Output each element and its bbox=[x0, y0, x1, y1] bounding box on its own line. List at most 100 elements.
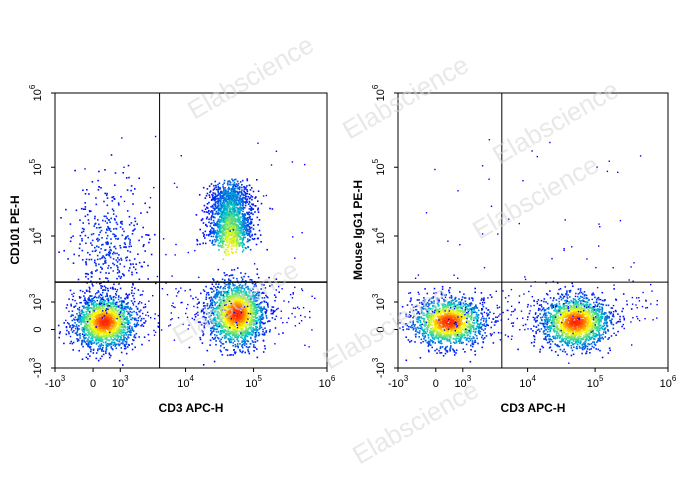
event-dot bbox=[223, 272, 226, 274]
event-dot bbox=[71, 324, 74, 327]
event-dot bbox=[255, 196, 257, 198]
event-dot bbox=[79, 289, 82, 292]
event-dot bbox=[214, 297, 217, 300]
event-dot bbox=[115, 334, 117, 337]
event-dot bbox=[119, 325, 121, 328]
event-dot bbox=[77, 315, 80, 317]
event-dot bbox=[79, 315, 81, 318]
event-dot bbox=[90, 315, 93, 318]
event-dot bbox=[210, 215, 213, 218]
event-dot bbox=[108, 334, 111, 337]
event-dot bbox=[200, 292, 202, 295]
event-dot bbox=[107, 303, 109, 305]
event-dot bbox=[240, 291, 242, 294]
event-dot bbox=[140, 317, 143, 320]
event-dot bbox=[221, 246, 223, 249]
event-dot bbox=[243, 340, 246, 342]
event-dot bbox=[71, 314, 73, 316]
event-dot bbox=[224, 287, 226, 290]
event-dot bbox=[251, 208, 254, 210]
event-dot bbox=[218, 299, 220, 301]
event-dot bbox=[141, 323, 143, 326]
event-dot bbox=[113, 332, 115, 334]
event-dot bbox=[102, 308, 105, 310]
event-dot bbox=[127, 302, 129, 304]
event-dot bbox=[217, 286, 219, 289]
event-dot bbox=[127, 311, 129, 313]
event-dot bbox=[102, 341, 105, 344]
event-dot bbox=[107, 287, 109, 290]
event-dot bbox=[261, 297, 264, 299]
event-dot bbox=[87, 353, 89, 355]
event-dot bbox=[208, 221, 210, 224]
event-dot bbox=[210, 218, 213, 221]
event-dot bbox=[87, 313, 90, 315]
event-dot bbox=[224, 291, 227, 294]
event-dot bbox=[245, 310, 248, 312]
event-dot bbox=[108, 315, 111, 318]
event-dot bbox=[107, 316, 110, 319]
event-dot bbox=[114, 318, 116, 320]
event-dot bbox=[89, 345, 92, 348]
event-dot bbox=[63, 342, 65, 345]
event-dot bbox=[65, 307, 68, 309]
event-dot bbox=[238, 289, 241, 291]
event-dot bbox=[112, 344, 115, 346]
event-dot bbox=[247, 234, 249, 236]
event-dot bbox=[210, 217, 212, 219]
event-dot bbox=[129, 315, 131, 317]
event-dot bbox=[243, 325, 245, 328]
event-dot bbox=[117, 329, 119, 331]
event-dot bbox=[235, 228, 238, 231]
event-dot bbox=[115, 294, 118, 296]
event-dot bbox=[105, 325, 108, 328]
event-dot bbox=[131, 317, 134, 319]
event-dot bbox=[203, 326, 206, 329]
event-dot bbox=[210, 314, 212, 317]
event-dot bbox=[236, 338, 238, 341]
event-dot bbox=[251, 312, 254, 315]
event-dot bbox=[233, 212, 236, 215]
event-dot bbox=[239, 181, 242, 183]
event-dot bbox=[229, 218, 231, 220]
event-dot bbox=[106, 328, 108, 330]
event-dot bbox=[250, 206, 253, 209]
event-dot bbox=[80, 321, 83, 323]
event-dot bbox=[204, 242, 207, 245]
event-dot bbox=[248, 352, 251, 355]
event-dot bbox=[228, 287, 230, 290]
event-dot bbox=[139, 294, 142, 296]
event-dot bbox=[248, 326, 251, 329]
event-dot bbox=[238, 323, 241, 325]
event-dot bbox=[93, 341, 96, 344]
event-dot bbox=[254, 336, 256, 338]
event-dot bbox=[266, 296, 269, 299]
event-dot bbox=[219, 237, 221, 239]
event-dot bbox=[210, 229, 212, 231]
event-dot bbox=[90, 318, 93, 320]
event-dot bbox=[98, 283, 101, 285]
event-dot bbox=[221, 325, 223, 327]
event-dot bbox=[127, 305, 129, 308]
event-dot bbox=[115, 347, 118, 350]
event-dot bbox=[217, 326, 220, 328]
event-dot bbox=[210, 310, 212, 312]
event-dot bbox=[256, 306, 259, 308]
event-dot bbox=[116, 301, 119, 304]
event-dot bbox=[219, 340, 221, 342]
event-dot bbox=[232, 282, 234, 285]
event-dot bbox=[248, 314, 251, 317]
event-dot bbox=[253, 313, 255, 315]
event-dot bbox=[262, 334, 265, 336]
event-dot bbox=[235, 334, 238, 337]
event-dot bbox=[130, 300, 133, 302]
event-dot bbox=[112, 309, 114, 311]
event-dot bbox=[236, 267, 239, 269]
event-dot bbox=[123, 323, 125, 326]
event-dot bbox=[252, 316, 254, 318]
event-dot bbox=[263, 334, 266, 336]
event-dot bbox=[147, 333, 150, 336]
event-dot bbox=[93, 316, 95, 318]
event-dot bbox=[89, 341, 91, 344]
event-dot bbox=[231, 269, 233, 271]
